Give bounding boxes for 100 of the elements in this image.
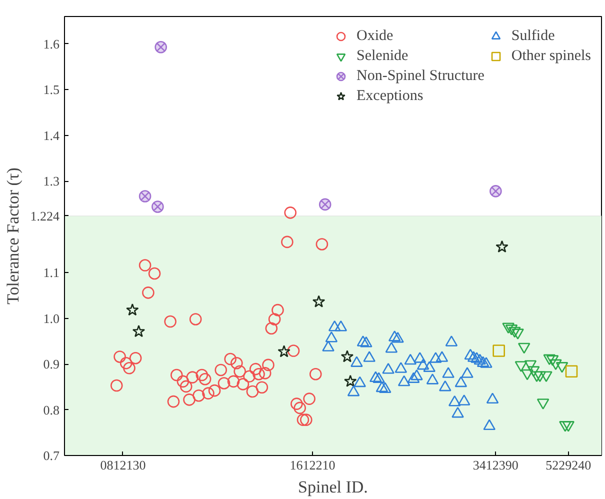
point: [236, 378, 250, 390]
point: [445, 336, 458, 346]
point: [464, 348, 477, 360]
point: [322, 340, 334, 352]
x-tick-label: 5229240: [546, 458, 592, 472]
point: [258, 367, 272, 380]
point: [334, 320, 348, 332]
point: [272, 304, 284, 316]
point: [167, 395, 180, 408]
y-tick-label: 0.9: [43, 356, 60, 372]
point: [234, 365, 246, 378]
point: [287, 344, 300, 357]
legend-label: Oxide: [356, 28, 394, 44]
legend-label: Other spinels: [511, 48, 591, 64]
point: [461, 367, 474, 378]
point: [363, 351, 376, 362]
legend-label: Non-Spinel Structure: [356, 68, 484, 84]
point: [458, 394, 470, 406]
point: [152, 200, 164, 213]
point: [423, 361, 436, 372]
point: [164, 315, 176, 328]
point: [328, 320, 341, 332]
point: [170, 368, 183, 382]
legend-label: Selenide: [356, 48, 408, 64]
point: [438, 380, 452, 392]
point: [347, 385, 360, 396]
point: [404, 354, 417, 365]
point: [154, 41, 167, 54]
point: [410, 369, 423, 380]
point: [126, 303, 139, 316]
point: [148, 267, 161, 280]
point: [278, 345, 290, 358]
point: [176, 375, 190, 388]
x-tick-label: 3412390: [472, 458, 518, 472]
point: [246, 385, 259, 398]
point: [360, 336, 372, 348]
point: [110, 379, 123, 392]
point: [129, 352, 142, 364]
point: [316, 238, 328, 250]
y-tick-label: 1.5: [43, 82, 60, 98]
point: [196, 368, 208, 382]
point: [138, 259, 152, 272]
point: [486, 392, 499, 404]
point: [284, 206, 297, 219]
point: [230, 356, 243, 370]
point: [376, 381, 388, 392]
point: [372, 372, 385, 383]
point: [340, 350, 354, 362]
x-axis-title: Spinel ID.: [298, 478, 368, 496]
point: [268, 313, 281, 326]
point: [474, 354, 486, 365]
point: [382, 362, 394, 374]
point: [398, 375, 410, 386]
point: [476, 356, 490, 367]
point: [142, 286, 154, 299]
point: [378, 382, 392, 394]
point: [252, 368, 265, 380]
point: [312, 295, 326, 308]
point: [224, 352, 236, 366]
point: [281, 236, 294, 248]
point: [132, 324, 146, 338]
point: [265, 322, 278, 335]
point: [426, 374, 439, 384]
point: [309, 368, 322, 380]
point: [325, 331, 338, 342]
point: [442, 367, 454, 378]
point: [565, 365, 578, 378]
point: [180, 380, 192, 393]
point: [356, 336, 370, 346]
point: [483, 419, 496, 430]
point: [183, 394, 196, 406]
point: [407, 372, 420, 383]
point: [350, 356, 363, 367]
point: [294, 402, 306, 414]
point: [454, 376, 468, 388]
point: [249, 362, 262, 376]
point: [300, 414, 312, 426]
point: [414, 352, 426, 363]
y-tick-label: 1.3: [43, 174, 60, 189]
point: [296, 414, 310, 426]
point: [227, 375, 240, 388]
point: [385, 342, 398, 353]
point: [218, 377, 230, 390]
y-tick-label: 1.0: [43, 310, 60, 326]
point: [120, 356, 132, 370]
point: [138, 190, 152, 202]
point: [394, 362, 408, 373]
point: [436, 351, 448, 362]
point: [452, 406, 464, 418]
point: [354, 376, 366, 388]
y-tick-label: 1.6: [43, 36, 60, 52]
y-tick-label: 1.224: [30, 208, 60, 224]
point: [186, 371, 199, 384]
point: [492, 344, 505, 357]
y-tick-label: 1.1: [43, 265, 60, 280]
point: [470, 352, 483, 363]
point: [303, 392, 316, 405]
point: [388, 330, 401, 342]
point: [430, 352, 442, 363]
point: [496, 240, 508, 252]
